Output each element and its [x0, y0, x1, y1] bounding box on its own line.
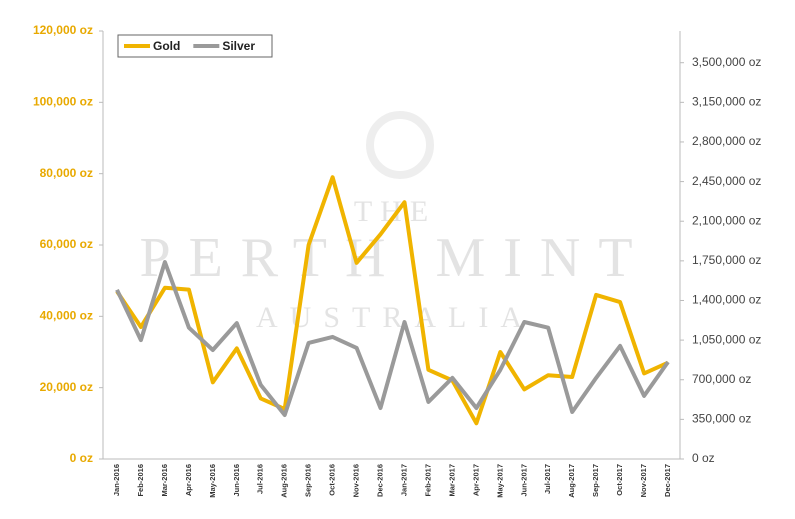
x-tick-label: Jun-2017 — [519, 464, 528, 497]
y-tick-label: 60,000 oz — [40, 237, 93, 251]
x-tick-label: Jan-2016 — [112, 464, 121, 496]
x-tick-label: Mar-2017 — [447, 464, 456, 497]
y-tick-label: 20,000 oz — [40, 380, 93, 394]
x-tick-label: Sep-2016 — [304, 464, 313, 497]
y-tick-label: 0 oz — [70, 451, 93, 465]
y2-tick-label: 1,050,000 oz — [692, 332, 761, 346]
watermark: PERTH MINT — [139, 227, 650, 289]
x-tick-label: Feb-2017 — [423, 464, 432, 497]
y2-tick-label: 3,150,000 oz — [692, 95, 761, 109]
y-tick-label: 100,000 oz — [33, 95, 93, 109]
y-tick-label: 40,000 oz — [40, 309, 93, 323]
y2-tick-label: 2,800,000 oz — [692, 134, 761, 148]
y2-tick-label: 2,100,000 oz — [692, 213, 761, 227]
y2-tick-label: 700,000 oz — [692, 372, 751, 386]
x-tick-label: May-2017 — [495, 464, 504, 498]
x-tick-label: Nov-2017 — [639, 464, 648, 497]
x-tick-label: Aug-2017 — [567, 464, 576, 498]
y2-tick-label: 0 oz — [692, 451, 715, 465]
x-tick-label: Apr-2016 — [184, 464, 193, 496]
x-tick-label: Oct-2017 — [615, 464, 624, 496]
x-tick-label: Jul-2016 — [256, 464, 265, 494]
x-tick-label: Mar-2016 — [160, 464, 169, 497]
series-line — [115, 175, 669, 426]
watermark: THE — [354, 195, 436, 228]
x-tick-label: Jun-2016 — [232, 464, 241, 497]
watermark-logo — [366, 111, 434, 179]
y-tick-label: 120,000 oz — [33, 23, 93, 37]
y2-tick-label: 3,500,000 oz — [692, 55, 761, 69]
x-tick-label: Apr-2017 — [471, 464, 480, 496]
x-tick-label: May-2016 — [208, 464, 217, 498]
x-tick-label: Dec-2017 — [663, 464, 672, 497]
x-tick-label: Oct-2016 — [328, 464, 337, 496]
y2-tick-label: 1,400,000 oz — [692, 293, 761, 307]
x-tick-label: Aug-2016 — [280, 464, 289, 498]
y2-tick-label: 1,750,000 oz — [692, 253, 761, 267]
y-tick-label: 80,000 oz — [40, 166, 93, 180]
x-tick-label: Feb-2016 — [136, 464, 145, 497]
x-tick-label: Jan-2017 — [399, 464, 408, 496]
x-tick-label: Dec-2016 — [376, 464, 385, 497]
y2-tick-label: 350,000 oz — [692, 412, 751, 426]
series-line — [115, 260, 670, 417]
legend-label: Silver — [222, 39, 255, 53]
x-tick-label: Nov-2016 — [352, 464, 361, 497]
x-tick-label: Jul-2017 — [543, 464, 552, 494]
y2-tick-label: 2,450,000 oz — [692, 174, 761, 188]
legend-label: Gold — [153, 39, 180, 53]
x-tick-label: Sep-2017 — [591, 464, 600, 497]
